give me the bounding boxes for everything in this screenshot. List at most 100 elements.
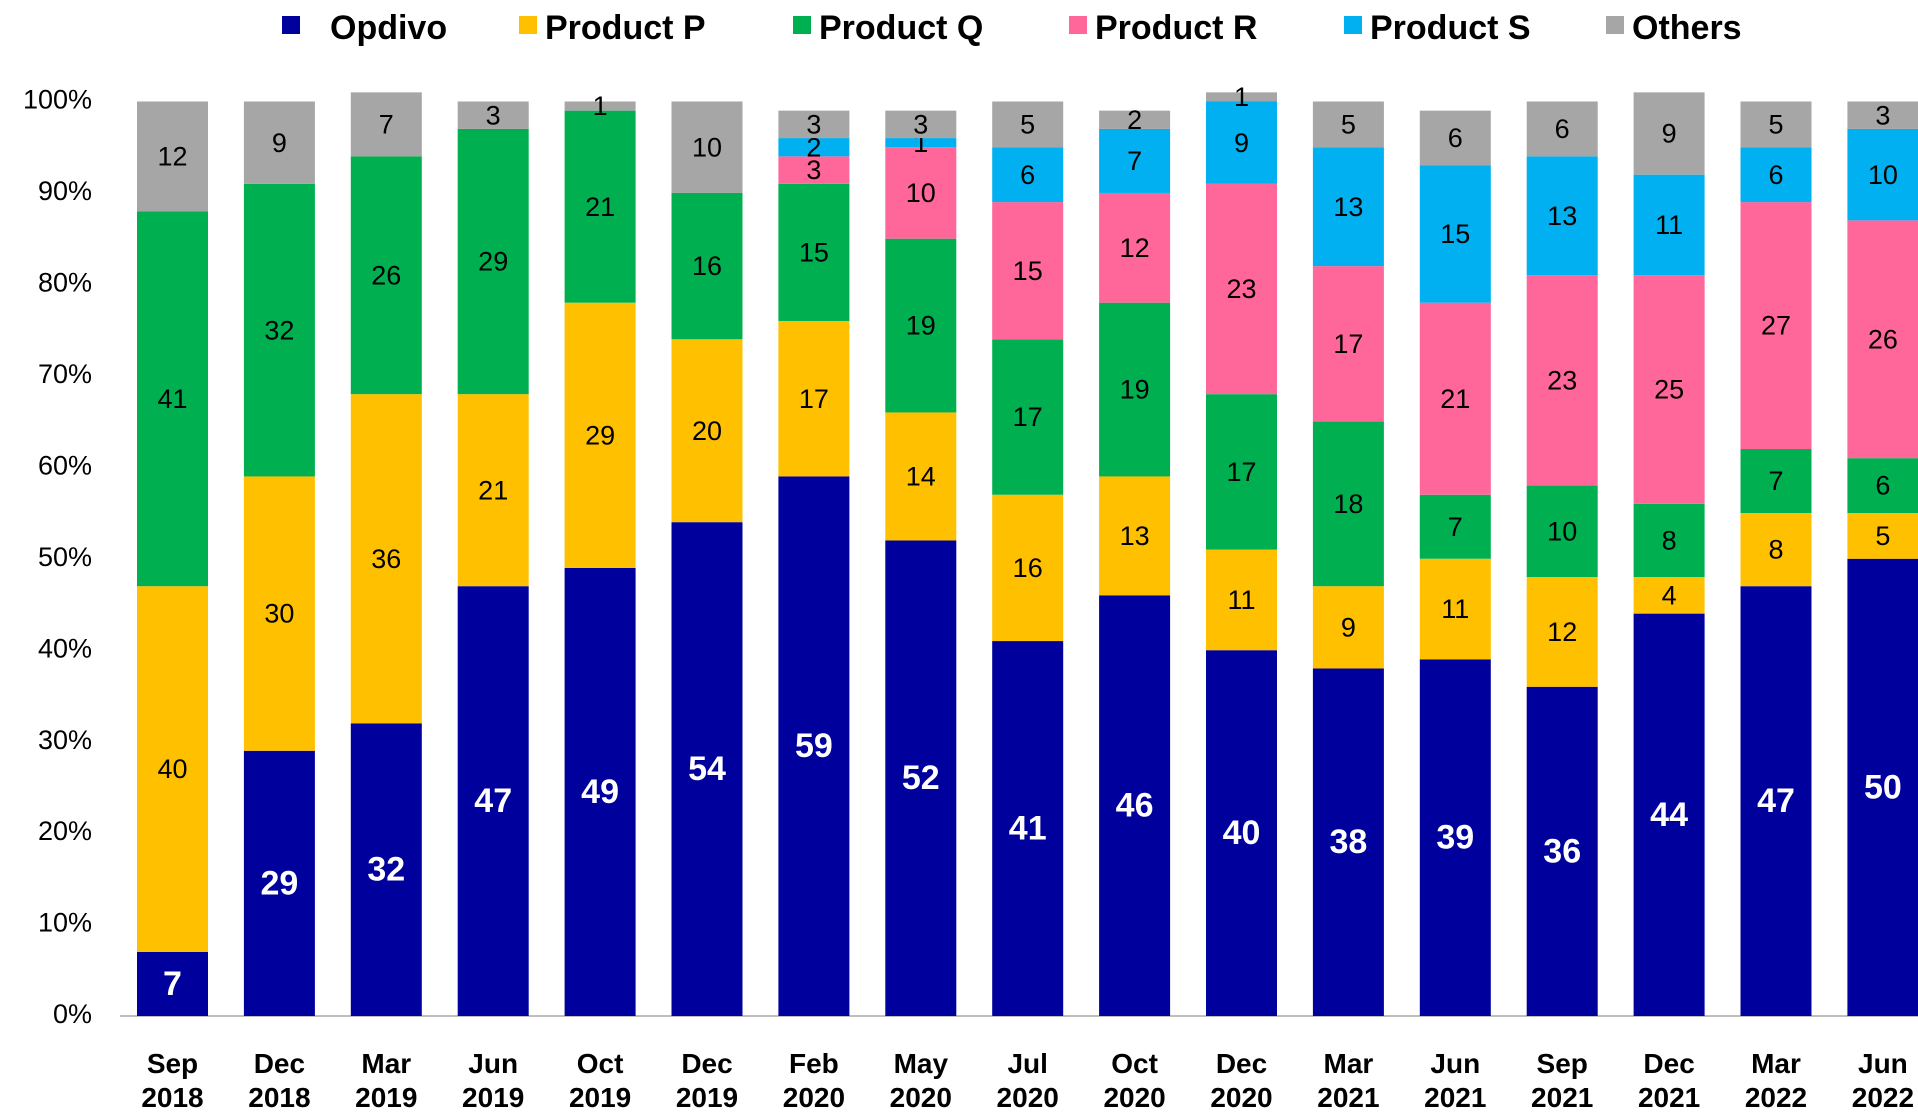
bar-segment: [885, 147, 957, 239]
data-label: 5: [1020, 109, 1035, 139]
bar-segment: [1099, 192, 1171, 303]
data-label: 50: [1864, 768, 1902, 806]
bar-segment: [1633, 174, 1705, 276]
data-label: 49: [581, 773, 619, 811]
bar-segment: [137, 211, 208, 587]
x-tick-label: May 2020: [890, 1048, 952, 1113]
x-tick-label: Mar 2019: [355, 1048, 417, 1113]
bar-segment: [564, 302, 636, 568]
data-label: 5: [1341, 109, 1356, 139]
bar-segment: [1099, 128, 1171, 193]
data-label: 38: [1329, 823, 1367, 861]
bar-segment: [564, 101, 636, 111]
data-label: 11: [1655, 210, 1683, 240]
data-label: 6: [1875, 471, 1890, 501]
bar-segment: [1206, 549, 1277, 651]
bar-segment: [1526, 156, 1598, 276]
data-label: 25: [1654, 375, 1684, 405]
x-tick-label: Feb 2020: [783, 1048, 845, 1113]
data-label: 36: [371, 544, 401, 574]
data-label: 21: [585, 192, 615, 222]
bar-segment: [243, 101, 315, 184]
y-tick-label: 100%: [23, 85, 92, 115]
bar-segment: [1312, 101, 1384, 148]
bar-segment: [1206, 394, 1277, 550]
data-label: 9: [1341, 612, 1356, 642]
bar-segment: [992, 494, 1064, 642]
data-label: 40: [157, 754, 187, 784]
bar-segment: [137, 101, 208, 212]
bar-segment: [671, 101, 743, 193]
data-label: 30: [264, 599, 294, 629]
data-label: 13: [1333, 192, 1363, 222]
data-label: 21: [478, 475, 508, 505]
bar-segment: [1419, 302, 1491, 495]
bar-segment: [1099, 110, 1171, 129]
data-label: 47: [1757, 782, 1795, 820]
data-label: 7: [1448, 512, 1463, 542]
bar-segment: [1206, 650, 1277, 1016]
bar-segment: [1312, 147, 1384, 267]
data-label: 16: [692, 251, 722, 281]
bar-segment: [243, 476, 315, 751]
data-label: 11: [1441, 594, 1469, 624]
x-tick-label: Jun 2022: [1852, 1048, 1914, 1113]
data-label: 12: [157, 141, 187, 171]
bar-segment: [457, 101, 529, 129]
data-label: 7: [1768, 466, 1783, 496]
data-label: 16: [1013, 553, 1043, 583]
data-label: 15: [799, 238, 829, 268]
data-label: 8: [1662, 526, 1677, 556]
legend-marker: [519, 16, 537, 34]
data-label: 15: [1440, 219, 1470, 249]
data-label: 18: [1333, 489, 1363, 519]
bar-segment: [671, 339, 743, 523]
data-label: 54: [688, 750, 726, 788]
bar-segment: [1312, 586, 1384, 669]
bar-segment: [1847, 458, 1918, 514]
bar-segment: [778, 110, 850, 139]
bar-segment: [885, 238, 957, 413]
data-label: 9: [1662, 119, 1677, 149]
bar-segment: [1206, 183, 1277, 395]
y-tick-label: 10%: [38, 908, 92, 938]
data-label: 13: [1120, 521, 1150, 551]
data-label: 39: [1436, 819, 1474, 857]
bar-segment: [564, 567, 636, 1016]
data-label: 3: [913, 109, 928, 139]
bar-segment: [1740, 202, 1812, 450]
x-tick-label: Dec 2021: [1638, 1048, 1700, 1113]
data-label: 29: [585, 420, 615, 450]
data-label: 8: [1768, 535, 1783, 565]
data-label: 6: [1768, 160, 1783, 190]
bar-segment: [243, 750, 315, 1016]
bar-segment: [350, 723, 422, 1016]
data-label: 6: [1448, 123, 1463, 153]
bar-segment: [671, 522, 743, 1016]
x-tick-label: Dec 2018: [248, 1048, 310, 1113]
data-label: 41: [1009, 810, 1047, 848]
legend-label: Product S: [1370, 9, 1531, 47]
data-label: 12: [1120, 233, 1150, 263]
bar-segment: [1740, 147, 1812, 203]
data-label: 5: [1875, 521, 1890, 551]
bar-segment: [1099, 476, 1171, 596]
y-tick-label: 20%: [38, 816, 92, 846]
bar-segment: [1526, 577, 1598, 687]
y-tick-label: 70%: [38, 359, 92, 389]
bar-segment: [885, 412, 957, 541]
bar-segment: [1419, 110, 1491, 166]
bar-segment: [1312, 421, 1384, 587]
data-label: 19: [906, 311, 936, 341]
legend-marker: [1344, 16, 1362, 34]
bar-segment: [885, 138, 957, 148]
bar-segment: [1847, 101, 1918, 129]
data-label: 26: [371, 260, 401, 290]
data-label: 3: [1875, 100, 1890, 130]
bar-segment: [137, 951, 208, 1016]
y-tick-label: 50%: [38, 542, 92, 572]
bar-segment: [778, 320, 850, 477]
data-label: 10: [1868, 160, 1898, 190]
bar-segment: [1740, 449, 1812, 514]
x-tick-label: Sep 2021: [1531, 1048, 1593, 1113]
